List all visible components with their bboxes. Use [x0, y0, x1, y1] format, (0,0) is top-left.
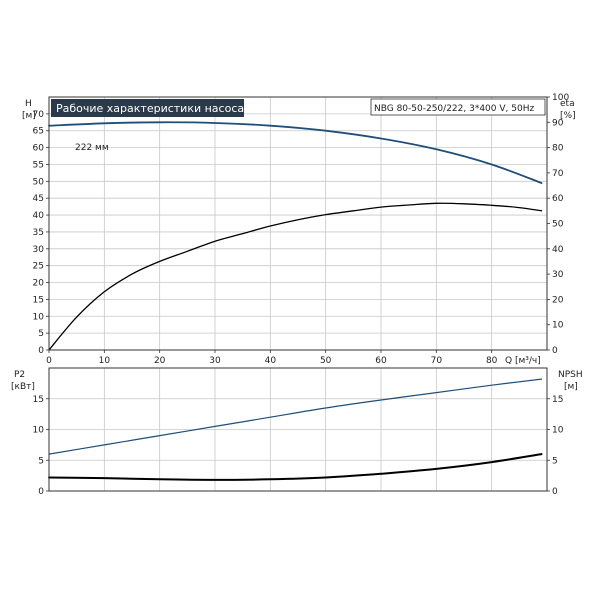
h-tick-label: 5 — [38, 329, 44, 339]
p2-tick-label: 10 — [33, 426, 45, 436]
npsh-tick-label: 0 — [552, 487, 558, 497]
curve-label-222mm: 222 мм — [75, 143, 109, 153]
eta-tick-label: 20 — [552, 295, 564, 305]
x-axis-label: Q [м³/ч] — [505, 356, 541, 366]
h-tick-label: 20 — [33, 279, 45, 289]
eta-tick-label: 50 — [552, 220, 564, 230]
eta-tick-label: 80 — [552, 144, 564, 154]
top-panel-frame — [48, 96, 548, 351]
npsh-curve-line — [48, 453, 543, 481]
npsh-tick-label: 5 — [552, 456, 558, 466]
h-tick-label: 30 — [33, 245, 45, 255]
x-tick-label: 10 — [99, 356, 111, 366]
head-curve-line — [48, 121, 543, 184]
eta-tick-label: 0 — [552, 346, 558, 356]
x-tick-label: 80 — [486, 356, 498, 366]
x-tick-label: 60 — [375, 356, 387, 366]
h-tick-label: 60 — [33, 144, 45, 154]
top-panel-grid — [49, 97, 547, 350]
h-tick-label: 55 — [33, 160, 44, 170]
curves-layer — [48, 121, 543, 481]
x-tick-label: 70 — [431, 356, 443, 366]
x-tick-label: 50 — [320, 356, 332, 366]
p2-tick-label: 5 — [38, 456, 44, 466]
x-tick-label: 40 — [265, 356, 277, 366]
npsh-axis-unit: [м] — [564, 382, 578, 392]
h-axis-name: H — [25, 99, 32, 109]
eta-tick-label: 40 — [552, 245, 564, 255]
h-tick-label: 50 — [33, 177, 45, 187]
bottom-panel-grid — [49, 368, 547, 491]
h-tick-label: 15 — [33, 295, 44, 305]
title-box — [51, 99, 244, 117]
h-tick-label: 70 — [33, 110, 45, 120]
x-tick-label: 30 — [209, 356, 221, 366]
h-tick-label: 45 — [33, 194, 44, 204]
npsh-axis-name: NPSH — [558, 370, 583, 380]
eta-tick-label: 70 — [552, 169, 564, 179]
h-tick-label: 25 — [33, 262, 44, 272]
eta-tick-label: 60 — [552, 194, 564, 204]
p2-axis-unit: [кВт] — [11, 382, 35, 392]
eta-tick-label: 100 — [552, 93, 569, 103]
power-p2-curve-line — [48, 378, 543, 455]
chart-title: Рабочие характеристики насоса — [56, 102, 244, 115]
h-tick-label: 65 — [33, 127, 44, 137]
eta-tick-label: 30 — [552, 270, 564, 280]
info-box — [370, 98, 546, 116]
eta-axis-unit: [%] — [560, 111, 576, 121]
h-tick-label: 10 — [33, 312, 45, 322]
npsh-tick-label: 15 — [552, 395, 563, 405]
x-tick-label: 0 — [46, 356, 52, 366]
h-tick-label: 35 — [33, 228, 44, 238]
h-axis-unit: [м] — [22, 111, 36, 121]
efficiency-curve-line — [48, 202, 543, 351]
p2-tick-label: 0 — [38, 487, 44, 497]
x-tick-label: 20 — [154, 356, 166, 366]
h-tick-label: 40 — [33, 211, 45, 221]
h-tick-label: 0 — [38, 346, 44, 356]
npsh-tick-label: 10 — [552, 426, 564, 436]
pump-info: NBG 80-50-250/222, 3*400 V, 50Hz — [374, 104, 534, 114]
p2-axis-name: P2 — [14, 370, 25, 380]
axis-ticks: 0 10 20 30 40 50 60 70 8005101520253035404550556… — [33, 93, 570, 497]
eta-axis-name: eta — [560, 99, 575, 109]
p2-tick-label: 15 — [33, 395, 44, 405]
eta-tick-label: 10 — [552, 321, 564, 331]
eta-tick-label: 90 — [552, 118, 564, 128]
